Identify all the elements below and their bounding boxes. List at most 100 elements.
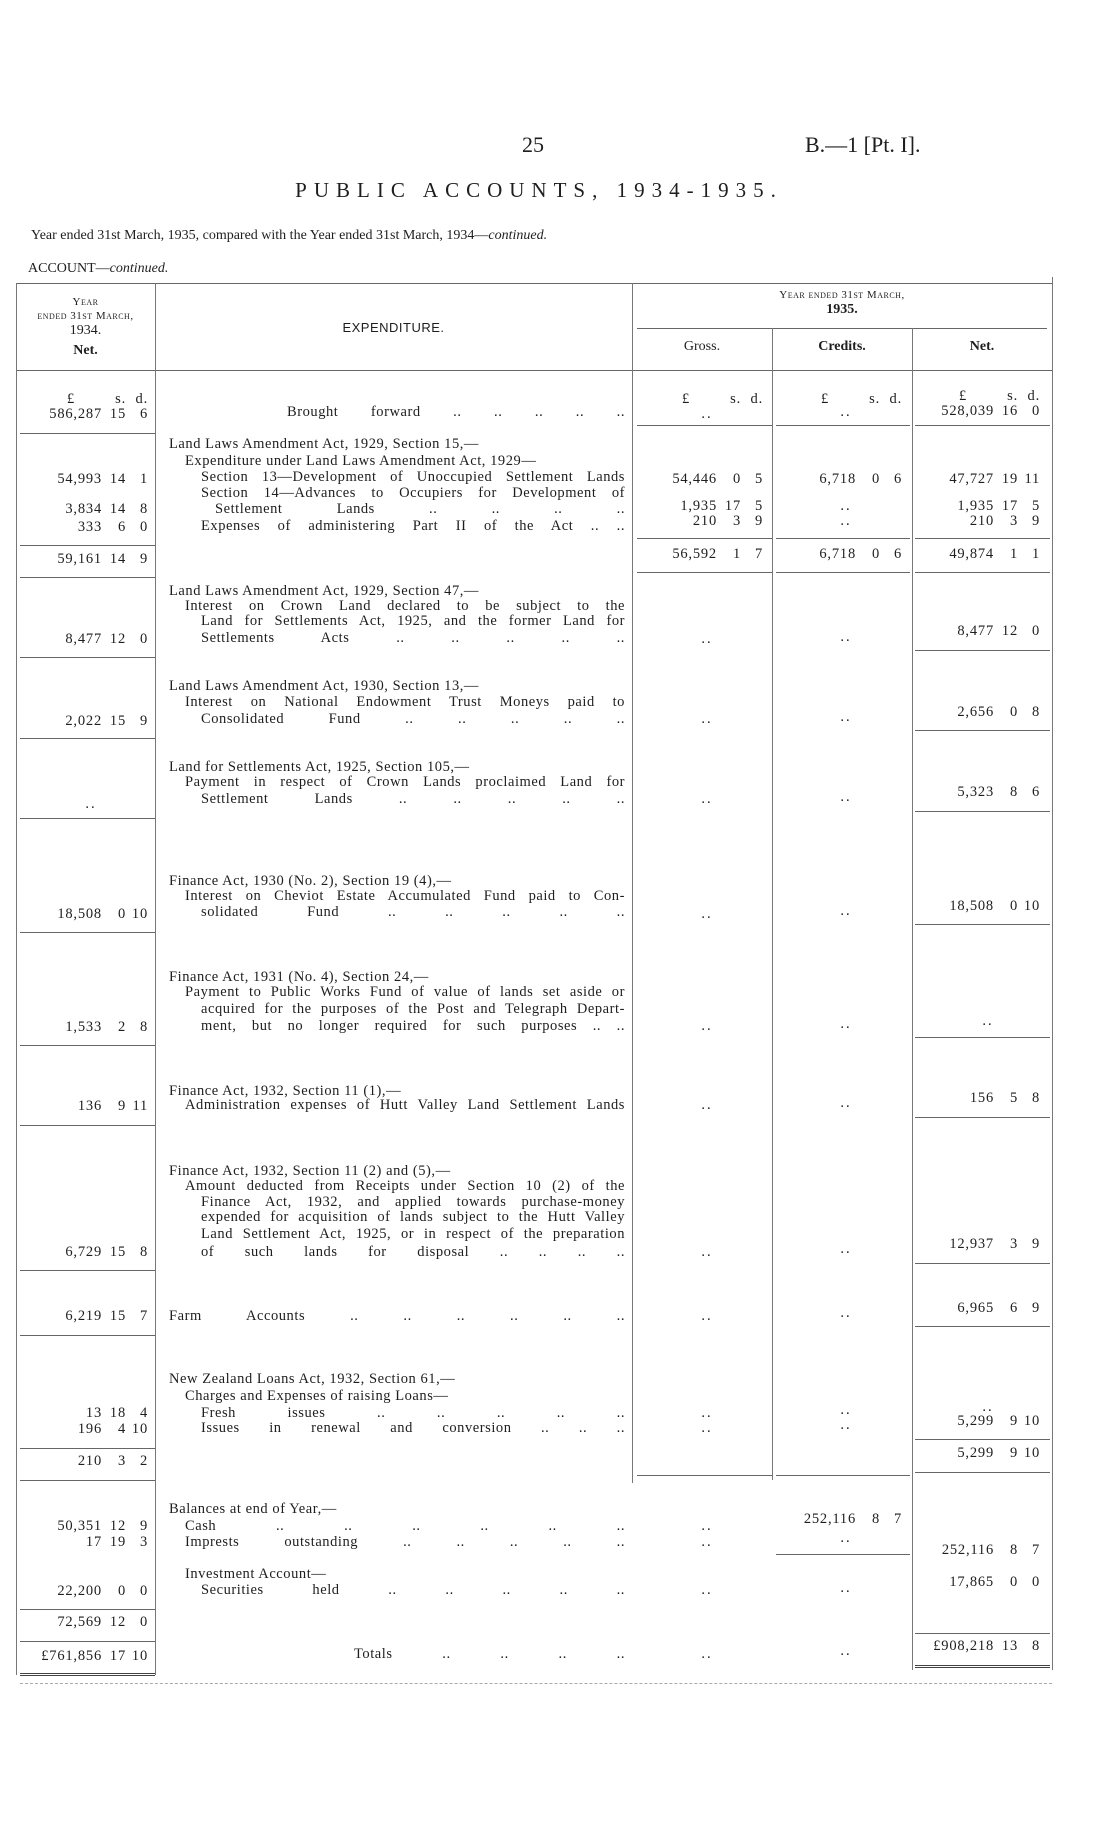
page-bottom-rule (20, 1683, 1052, 1684)
amount-cell: 13 18 4 (40, 1405, 148, 1422)
pence: 10 (1023, 898, 1040, 914)
amount-cell: 56,592 1 7 (655, 546, 763, 563)
amount-cell: 156 5 8 (932, 1090, 1040, 1107)
amount-cell: 210 3 9 (932, 513, 1040, 530)
pounds: 1,533 (65, 1019, 102, 1035)
pence: 7 (139, 1308, 148, 1324)
amount-cell: 6,718 0 6 (794, 471, 902, 488)
shillings: 0 (1009, 898, 1018, 914)
pence: 6 (893, 471, 902, 487)
empty-amount: .. (840, 1305, 852, 1321)
amount-cell: 6,729 15 8 (40, 1244, 148, 1261)
pence: 8 (139, 1244, 148, 1260)
table-right-border (1052, 277, 1053, 1670)
current-year-header-line1: Year ended 31st March, (779, 289, 905, 301)
pence: 0 (139, 1614, 148, 1630)
pence: 6 (1031, 784, 1040, 800)
rule-line (915, 1326, 1050, 1327)
shillings: 0 (1009, 704, 1018, 720)
pence: 8 (139, 1019, 148, 1035)
expenditure-line: Interest on Crown Land declared to be su… (185, 598, 625, 614)
expenditure-line: Interest on National Endowment Trust Mon… (185, 694, 625, 710)
amount-cell: 2,656 0 8 (932, 704, 1040, 721)
expenditure-line: of such lands for disposal .. .. .. .. (201, 1244, 625, 1260)
empty-amount: .. (840, 1241, 852, 1257)
expenditure-line: ment, but no longer required for such pu… (201, 1018, 625, 1034)
prev-year-header-year: 1934. (69, 323, 102, 338)
shillings: 0 (732, 471, 741, 487)
shillings: 9 (117, 1098, 126, 1114)
amount-cell: 54,446 0 5 (655, 471, 763, 488)
rule-line (915, 1037, 1050, 1038)
amount-cell: 17 19 3 (40, 1534, 148, 1551)
header-sub-rule (637, 328, 1047, 329)
shillings: 18 (109, 1405, 126, 1421)
shillings: 2 (117, 1019, 126, 1035)
pence: 11 (1024, 471, 1040, 487)
shillings: 3 (1009, 1236, 1018, 1252)
pence: 9 (1031, 1300, 1040, 1316)
shillings: 15 (109, 713, 126, 729)
expenditure-line: Settlements Acts .. .. .. .. .. (201, 630, 625, 646)
amount-cell: 72,569 12 0 (40, 1614, 148, 1631)
pounds: 136 (77, 1098, 102, 1114)
pence: 5 (754, 498, 763, 514)
empty-amount: .. (701, 1405, 713, 1421)
pence: d. (135, 391, 148, 407)
expenditure-line: New Zealand Loans Act, 1932, Section 61,… (169, 1371, 456, 1387)
rule-line (915, 1439, 1050, 1440)
expenditure-line: Section 13—Development of Unoccupied Set… (201, 469, 625, 485)
expenditure-line: Expenditure under Land Laws Amendment Ac… (185, 453, 537, 469)
shillings: 19 (1001, 471, 1018, 487)
expenditure-line: Land Laws Amendment Act, 1929, Section 1… (169, 436, 479, 452)
empty-amount: .. (701, 1518, 713, 1534)
empty-amount: .. (840, 789, 852, 805)
shillings: 1 (1009, 546, 1018, 562)
expenditure-line: expended for acquisition of lands subjec… (201, 1209, 625, 1225)
expenditure-line: Imprests outstanding .. .. .. .. .. (185, 1534, 625, 1550)
shillings: 8 (1009, 784, 1018, 800)
pounds: 586,287 (49, 406, 102, 422)
expenditure-line: Finance Act, 1931 (No. 4), Section 24,— (169, 969, 429, 985)
empty-amount: .. (85, 796, 97, 812)
pence: 11 (132, 1098, 148, 1114)
pounds: 3,834 (65, 501, 102, 517)
pence: 7 (893, 1511, 902, 1527)
empty-amount: .. (840, 709, 852, 725)
pence: 7 (754, 546, 763, 562)
pence: 5 (754, 471, 763, 487)
empty-amount: .. (982, 1013, 994, 1029)
expenditure-line: solidated Fund .. .. .. .. .. (201, 904, 625, 920)
page-title: PUBLIC ACCOUNTS, 1934-1935. (295, 178, 783, 202)
amount-cell: 252,116 8 7 (932, 1542, 1040, 1559)
pounds: 8,477 (957, 623, 994, 639)
expenditure-line: Farm Accounts .. .. .. .. .. .. (169, 1308, 625, 1324)
shillings: 3 (1009, 513, 1018, 529)
column-divider (912, 328, 913, 1670)
pounds: 54,993 (57, 471, 102, 487)
empty-amount: .. (701, 791, 713, 807)
empty-amount: .. (701, 906, 713, 922)
pence: 10 (1023, 1413, 1040, 1429)
prev-year-header-line2: ended 31st March, (37, 310, 134, 322)
amount-cell: 5,299 9 10 (932, 1413, 1040, 1430)
pounds: £ (66, 391, 76, 407)
expenditure-line: Securities held .. .. .. .. .. (201, 1582, 625, 1598)
pounds: 13 (85, 1405, 102, 1421)
pounds: 22,200 (57, 1583, 102, 1599)
pounds: £ (958, 388, 968, 404)
rule-line (20, 577, 155, 578)
rule-line (915, 1633, 1050, 1634)
pence: 0 (139, 631, 148, 647)
gross-header: Gross. (683, 339, 721, 354)
shillings: 13 (1001, 1638, 1018, 1654)
pence: 8 (139, 501, 148, 517)
shillings: 15 (109, 1244, 126, 1260)
expenditure-line: Land Laws Amendment Act, 1930, Section 1… (169, 678, 479, 694)
pence: 1 (139, 471, 148, 487)
shillings: 14 (109, 551, 126, 567)
amount-cell: 17,865 0 0 (932, 1574, 1040, 1591)
expenditure-line: Finance Act, 1932, Section 11 (2) and (5… (169, 1163, 451, 1179)
shillings: 3 (117, 1453, 126, 1469)
pence: 6 (139, 406, 148, 422)
